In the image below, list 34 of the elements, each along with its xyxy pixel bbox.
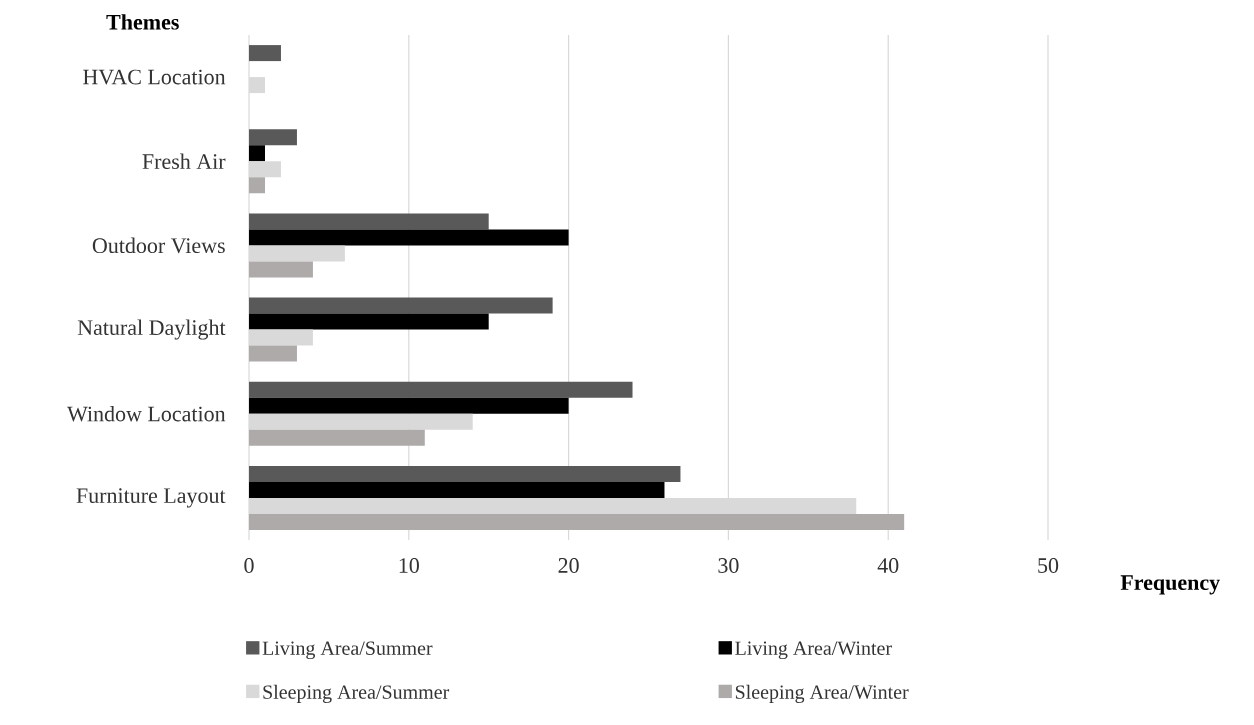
y-tick-label: Fresh Air [142, 153, 226, 169]
bar [249, 129, 297, 146]
bar [249, 513, 905, 530]
bar [249, 45, 281, 62]
x-axis-title: Frequency [1120, 575, 1220, 595]
y-tick-label: Outdoor Views [92, 237, 225, 254]
bar [249, 313, 489, 330]
bar [249, 345, 297, 362]
y-tick-label: HVAC Location [83, 69, 226, 85]
bar [249, 465, 681, 482]
legend-label: Sleeping Area/Winter [735, 684, 909, 703]
legend-label: Living Area/Summer [262, 641, 433, 660]
legend-label: Living Area/Winter [735, 641, 892, 660]
y-tick-label: Furniture Layout [76, 488, 226, 508]
bar [249, 213, 489, 230]
bar [249, 429, 425, 446]
x-tick-label: 50 [1038, 558, 1059, 573]
x-tick-label: 0 [244, 558, 254, 573]
x-tick-label: 40 [877, 558, 899, 573]
x-tick-label: 10 [399, 558, 419, 573]
legend-label: Sleeping Area/Summer [263, 684, 450, 703]
bar [249, 177, 265, 194]
y-axis-title: Themes [106, 14, 179, 30]
bar [249, 229, 569, 246]
x-tick-label: 30 [718, 558, 739, 573]
bar [249, 297, 553, 314]
bar [249, 481, 665, 498]
bar [249, 381, 633, 398]
bar [249, 145, 265, 162]
bar [249, 397, 569, 414]
bar [249, 261, 313, 278]
y-tick-label: Window Location [67, 405, 226, 422]
y-tick-label: Natural Daylight [77, 319, 226, 340]
x-tick-label: 20 [558, 558, 579, 573]
